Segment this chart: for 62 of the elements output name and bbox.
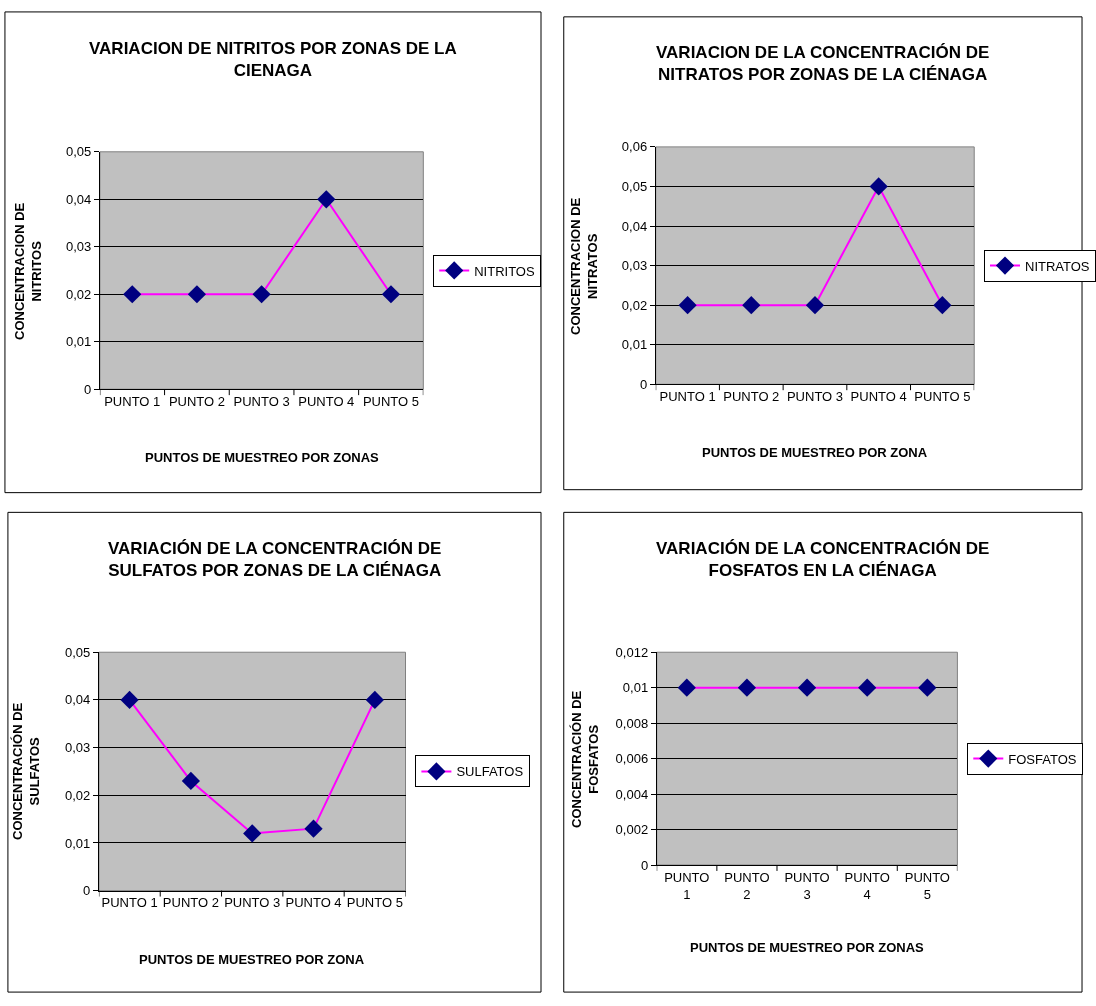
chart-title: VARIACION DE LA CONCENTRACIÓN DE NITRATOS POR ZONAS DE LA CIÉNAGA	[656, 43, 990, 85]
x-tick-label: PUNTO 1	[104, 393, 161, 409]
y-tick-label: 0	[84, 381, 92, 397]
x-tick-label: PUNTO 5	[914, 388, 971, 404]
x-axis-title: PUNTOS DE MUESTREO POR ZONA	[702, 445, 928, 460]
x-tick-label: PUNTO 5	[346, 895, 403, 911]
x-tick-label: PUNTO 4	[844, 869, 890, 902]
y-tick-label: 0,04	[65, 191, 92, 207]
x-tick-label: PUNTO 3	[786, 388, 844, 404]
y-tick-label: 0,04	[621, 218, 648, 234]
y-tick-label: 0,06	[621, 139, 648, 155]
y-tick-label: 0,01	[621, 337, 648, 353]
x-tick-label: PUNTO 2	[162, 895, 219, 911]
x-tick-label: PUNTO 4	[298, 393, 355, 409]
y-tick-label: 0	[639, 376, 648, 392]
y-tick-label: 0,02	[64, 787, 91, 803]
y-tick-label: 0,05	[64, 644, 91, 660]
y-axis-title: CONCENTRACION DE NITRITOS	[11, 202, 44, 341]
x-axis-title: PUNTOS DE MUESTREO POR ZONAS	[145, 450, 380, 465]
x-tick-label: PUNTO 2	[724, 869, 770, 902]
x-tick-label: PUNTO 1	[664, 869, 710, 902]
x-tick-label: PUNTO 5	[362, 393, 420, 409]
y-tick-label: 0,006	[615, 751, 649, 767]
y-axis-title: CONCENTRACIÓN DE FOSFATOS	[568, 690, 601, 828]
y-tick-label: 0,05	[621, 179, 648, 194]
x-tick-label: PUNTO 3	[224, 895, 281, 911]
x-axis-title: PUNTOS DE MUESTREO POR ZONA	[139, 952, 365, 967]
y-tick-label: 0,02	[621, 297, 648, 313]
x-tick-label: PUNTO 5	[904, 869, 950, 902]
y-tick-label: 0,03	[621, 258, 648, 274]
y-tick-label: 0,008	[615, 715, 649, 731]
y-tick-label: 0,012	[615, 644, 649, 660]
y-axis-title: CONCENTRACION DE NITRATOS	[567, 197, 600, 335]
y-tick-label: 0,01	[622, 680, 649, 696]
chart-title: VARIACION DE NITRITOS POR ZONAS DE LA CIENAGA	[89, 39, 457, 81]
y-axis-title: CONCENTRACIÓN DE SULFATOS	[10, 702, 42, 840]
y-tick-label: 0,002	[615, 822, 649, 838]
x-tick-label: PUNTO 4	[285, 895, 342, 911]
y-tick-label: 0,03	[65, 239, 92, 255]
y-tick-label: 0,03	[64, 740, 91, 756]
legend-label: SULFATOS	[456, 764, 524, 780]
x-tick-label: PUNTO 4	[850, 388, 907, 404]
y-tick-label: 0,04	[64, 692, 91, 708]
x-tick-label: PUNTO 3	[233, 393, 290, 409]
y-tick-label: 0,02	[65, 286, 92, 302]
x-tick-label: PUNTO 1	[659, 388, 716, 404]
x-tick-label: PUNTO 2	[723, 388, 780, 404]
y-tick-label: 0,05	[65, 144, 92, 160]
legend-label: NITRITOS	[474, 263, 535, 279]
legend-label: NITRATOS	[1025, 258, 1090, 274]
y-tick-label: 0	[640, 857, 649, 873]
chart-title: VARIACIÓN DE LA CONCENTRACIÓN DE FOSFATOS EN LA CIÉNAGA	[656, 539, 990, 581]
legend-label: FOSFATOS	[1008, 751, 1077, 767]
x-tick-label: PUNTO 1	[101, 895, 158, 911]
y-tick-label: 0,01	[65, 334, 92, 350]
y-tick-label: 0,004	[615, 786, 649, 802]
chart-title: VARIACIÓN DE LA CONCENTRACIÓN DE SULFATOS POR ZONAS DE LA CIÉNAGA	[108, 539, 442, 581]
x-tick-label: PUNTO 3	[784, 869, 830, 902]
x-axis-title: PUNTOS DE MUESTREO POR ZONAS	[690, 940, 925, 955]
y-tick-label: 0	[83, 883, 91, 899]
y-tick-label: 0,01	[64, 835, 91, 851]
x-tick-label: PUNTO 2	[168, 393, 225, 409]
